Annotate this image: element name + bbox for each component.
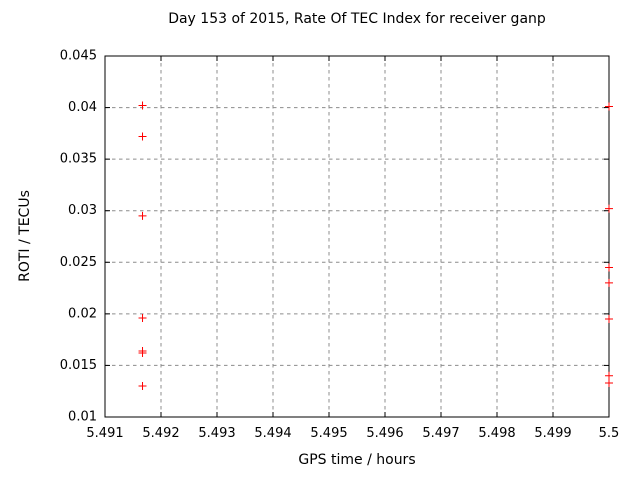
x-tick-label: 5.491 [86, 426, 123, 441]
x-tick-label: 5.495 [310, 426, 347, 441]
x-tick-label: 5.498 [478, 426, 515, 441]
x-tick-label: 5.492 [142, 426, 179, 441]
y-tick-label: 0.04 [68, 100, 97, 115]
x-tick-label: 5.497 [422, 426, 459, 441]
plot-border [104, 55, 610, 418]
chart-title: Day 153 of 2015, Rate Of TEC Index for r… [168, 11, 546, 27]
y-tick-label: 0.025 [60, 255, 97, 270]
x-axis-label: GPS time / hours [298, 452, 416, 468]
data-point-markers [138, 101, 613, 391]
x-tick-label: 5.493 [198, 426, 235, 441]
x-tick-label: 5.494 [254, 426, 291, 441]
y-tick-label: 0.035 [60, 152, 97, 167]
y-tick-label: 0.015 [60, 358, 97, 373]
y-tick-label: 0.03 [68, 203, 97, 218]
x-tick-label: 5.499 [534, 426, 571, 441]
y-tick-label: 0.01 [68, 410, 97, 425]
x-tick-label: 5.496 [366, 426, 403, 441]
y-tick-label: 0.045 [60, 49, 97, 64]
y-tick-label: 0.02 [68, 306, 97, 321]
x-tick-label: 5.5 [599, 426, 620, 441]
